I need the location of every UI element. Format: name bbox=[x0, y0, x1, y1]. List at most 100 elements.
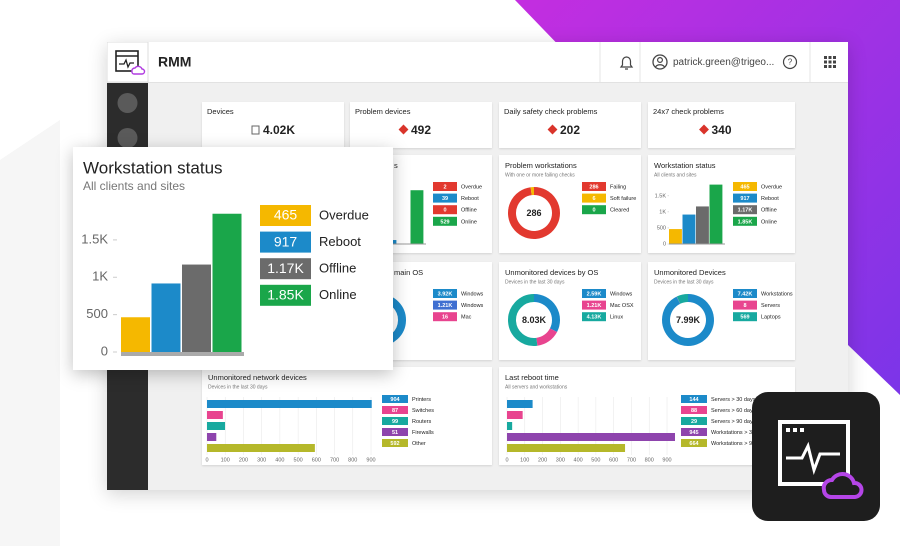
x-tick-label: 300 bbox=[556, 457, 565, 463]
legend-value: 529 bbox=[440, 219, 449, 225]
x-tick-label: 100 bbox=[221, 457, 230, 463]
x-tick-label: 900 bbox=[662, 457, 671, 463]
legend-value: 2.59K bbox=[587, 291, 602, 297]
legend-swatch bbox=[582, 300, 606, 310]
legend-name: Mac bbox=[461, 315, 472, 321]
legend-name: Servers > 60 days bbox=[711, 408, 756, 414]
widget-title: Unmonitored network devices bbox=[208, 373, 307, 382]
legend-swatch bbox=[733, 300, 757, 310]
summary-card: Daily safety check problems 202 bbox=[499, 102, 641, 148]
y-tick-label: 0 bbox=[663, 241, 666, 247]
legend-swatch bbox=[733, 216, 757, 226]
legend-swatch bbox=[733, 182, 757, 191]
legend-name: Cleared bbox=[610, 208, 629, 214]
legend-value: 1.17K bbox=[738, 208, 753, 214]
legend-name: Workstations bbox=[761, 291, 793, 297]
legend-name: Windows bbox=[461, 291, 484, 297]
y-tick-label: 1K bbox=[659, 209, 666, 215]
widget-card: Problem workstations With one or more fai… bbox=[499, 155, 641, 253]
summary-title: 24x7 check problems bbox=[653, 107, 724, 116]
summary-value: 340 bbox=[712, 123, 732, 137]
legend-value: 0 bbox=[443, 208, 446, 214]
widget-subtitle: All servers and workstations bbox=[505, 384, 568, 390]
legend-name: Online bbox=[761, 219, 777, 225]
legend-value: 144 bbox=[689, 397, 699, 403]
bar bbox=[182, 264, 211, 352]
legend-name: Servers > 90 days bbox=[711, 419, 756, 425]
bar bbox=[709, 184, 723, 244]
legend-name: Printers bbox=[412, 397, 431, 403]
x-tick-label: 400 bbox=[275, 457, 284, 463]
legend-swatch bbox=[681, 439, 707, 447]
donut-center: 7.99K bbox=[676, 315, 701, 325]
legend-name: Soft failure bbox=[610, 196, 636, 202]
legend-swatch bbox=[433, 289, 457, 298]
legend-name: Online bbox=[461, 219, 477, 225]
legend-swatch bbox=[433, 300, 457, 310]
summary-value: 202 bbox=[560, 123, 580, 137]
bar bbox=[207, 433, 217, 441]
legend-swatch bbox=[433, 312, 457, 322]
legend-name: Switches bbox=[412, 408, 434, 414]
device-icon bbox=[251, 125, 260, 135]
x-tick-label: 800 bbox=[645, 457, 654, 463]
bar bbox=[212, 213, 242, 352]
x-tick-label: 900 bbox=[366, 457, 375, 463]
legend-swatch bbox=[582, 205, 606, 215]
y-tick-label: 500 bbox=[657, 225, 666, 231]
summary-svg: 24x7 check problems 340 bbox=[653, 107, 732, 137]
legend-swatch bbox=[582, 289, 606, 298]
bar bbox=[207, 422, 226, 430]
widget-svg: Workstation status All clients and sites 4… bbox=[654, 161, 782, 247]
legend-name: Firewalls bbox=[412, 430, 434, 436]
legend-value: 88 bbox=[691, 408, 697, 414]
legend-swatch bbox=[681, 428, 707, 436]
user-name[interactable]: patrick.green@trigeo... bbox=[673, 57, 774, 68]
y-tick-label: 1.5K bbox=[81, 231, 108, 246]
bar bbox=[682, 214, 696, 244]
widget-title: s bbox=[394, 161, 398, 170]
app-name: RMM bbox=[158, 54, 191, 70]
donut-center: 286 bbox=[526, 208, 541, 218]
widget-title: Unmonitored devices by OS bbox=[505, 268, 598, 277]
donut-segment bbox=[676, 294, 689, 304]
legend-value: 465 bbox=[274, 207, 298, 223]
legend-value: 1.17K bbox=[267, 260, 304, 276]
legend-value: 917 bbox=[740, 196, 749, 202]
summary-svg: Daily safety check problems 202 bbox=[504, 107, 598, 137]
top-bar-icons: ? RMM patrick.green@trigeo... bbox=[107, 42, 836, 82]
donut-segment bbox=[533, 294, 560, 333]
y-tick-label: 500 bbox=[86, 306, 108, 321]
legend-name: Offline bbox=[761, 208, 777, 214]
legend-swatch bbox=[260, 231, 311, 253]
x-tick-label: 400 bbox=[574, 457, 583, 463]
bar bbox=[669, 229, 682, 244]
x-tick-label: 200 bbox=[239, 457, 248, 463]
summary-value: 492 bbox=[411, 123, 431, 137]
widget-subtitle: All clients and sites bbox=[654, 172, 697, 178]
legend-value: 1.85K bbox=[738, 219, 753, 225]
widget-card: Unmonitored network devices Devices in th… bbox=[202, 367, 492, 465]
legend-value: 569 bbox=[740, 315, 749, 321]
widget-svg: Unmonitored devices by OS Devices in the … bbox=[505, 268, 634, 346]
legend-swatch bbox=[260, 258, 311, 280]
legend-swatch bbox=[681, 406, 707, 414]
top-bar: ? RMM patrick.green@trigeo... bbox=[107, 42, 848, 83]
legend-name: Offline bbox=[461, 208, 477, 214]
legend-value: 6 bbox=[592, 196, 595, 202]
legend-name: Windows bbox=[461, 303, 484, 309]
legend-name: Failing bbox=[610, 184, 626, 190]
x-tick-label: 500 bbox=[591, 457, 600, 463]
summary-value: 4.02K bbox=[263, 123, 295, 137]
donut-segment bbox=[508, 294, 538, 346]
legend-name: Offline bbox=[319, 261, 356, 276]
legend-swatch bbox=[433, 216, 457, 226]
svg-text:?: ? bbox=[788, 58, 793, 67]
legend-name: Servers > 30 days bbox=[711, 397, 756, 403]
legend-swatch bbox=[260, 205, 311, 226]
legend-swatch bbox=[382, 417, 408, 425]
bar bbox=[410, 190, 424, 244]
widget-subtitle: With one or more failing checks bbox=[505, 172, 575, 178]
widget-title: Unmonitored Devices bbox=[654, 268, 726, 277]
summary-title: Daily safety check problems bbox=[504, 107, 598, 116]
